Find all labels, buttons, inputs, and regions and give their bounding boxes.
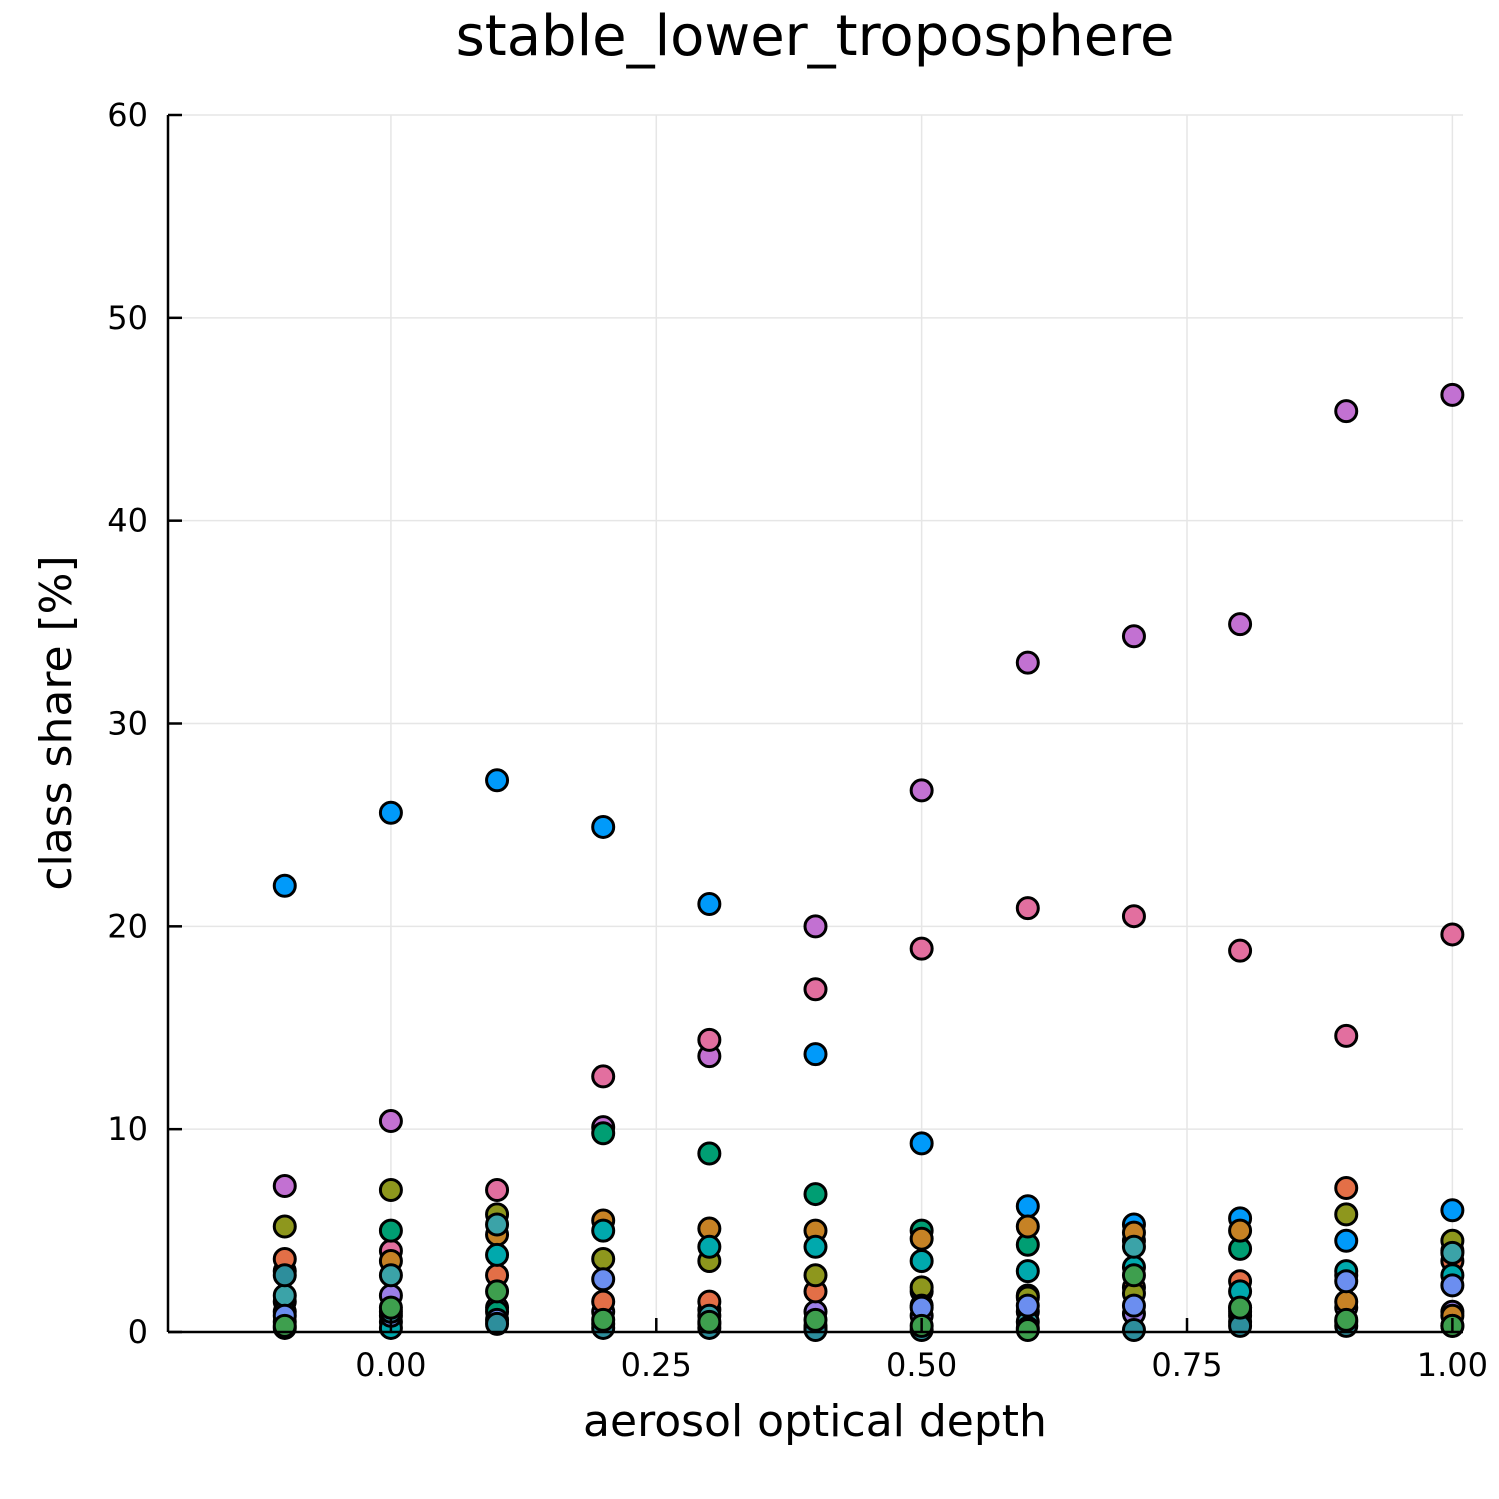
data-points (272, 382, 1465, 1342)
data-point (803, 1234, 828, 1259)
tick-labels: 0.00 0.25 0.50 0.75 1.00 0 10 20 30 40 50 60 (107, 96, 1488, 1384)
data-point (1121, 904, 1146, 929)
x-tick-label: 1.00 (1417, 1346, 1488, 1384)
data-point (1015, 1317, 1040, 1342)
data-point (1121, 1317, 1146, 1342)
data-point (272, 1173, 297, 1198)
data-point (485, 1311, 510, 1336)
data-point (1334, 1175, 1359, 1200)
data-point (909, 1226, 934, 1251)
data-point (1121, 624, 1146, 649)
x-tick-label: 0.00 (355, 1346, 426, 1384)
data-point (272, 1263, 297, 1288)
data-point (378, 800, 403, 825)
data-point (909, 778, 934, 803)
data-point (1228, 938, 1253, 963)
data-point (909, 936, 934, 961)
data-point (1228, 1295, 1253, 1320)
data-point (378, 1109, 403, 1134)
x-tick-label: 0.50 (886, 1346, 957, 1384)
data-point (1334, 1202, 1359, 1227)
data-point (803, 1307, 828, 1332)
data-point (591, 1064, 616, 1089)
grid-lines (168, 114, 1463, 1333)
chart-title: stable_lower_troposphere (456, 4, 1175, 69)
data-point (1334, 1023, 1359, 1048)
data-point (272, 1214, 297, 1239)
data-point (591, 1218, 616, 1243)
x-tick-label: 0.25 (621, 1346, 692, 1384)
y-tick-label: 20 (107, 907, 148, 945)
data-point (1015, 1259, 1040, 1284)
data-point (803, 1263, 828, 1288)
x-tick-label: 0.75 (1151, 1346, 1222, 1384)
data-point (1015, 1293, 1040, 1318)
data-point (697, 1027, 722, 1052)
data-point (803, 914, 828, 939)
data-point (485, 1242, 510, 1267)
data-point (485, 768, 510, 793)
data-point (1015, 650, 1040, 675)
data-point (378, 1295, 403, 1320)
data-point (272, 1313, 297, 1338)
data-point (697, 1309, 722, 1334)
data-point (1440, 922, 1465, 947)
data-point (272, 1283, 297, 1308)
data-point (1228, 612, 1253, 637)
y-tick-label: 30 (107, 705, 148, 743)
data-point (1334, 399, 1359, 424)
data-point (485, 1212, 510, 1237)
data-point (1015, 1194, 1040, 1219)
data-point (1228, 1218, 1253, 1243)
data-point (485, 1279, 510, 1304)
data-point (1334, 1307, 1359, 1332)
data-point (591, 1307, 616, 1332)
data-point (1440, 1273, 1465, 1298)
data-point (1015, 896, 1040, 921)
y-axis-label: class share [%] (31, 555, 82, 890)
data-point (1121, 1293, 1146, 1318)
data-point (378, 1178, 403, 1203)
data-point (803, 1042, 828, 1067)
data-point (697, 892, 722, 917)
data-point (909, 1249, 934, 1274)
data-point (272, 873, 297, 898)
data-point (591, 1246, 616, 1271)
data-point (591, 1267, 616, 1292)
y-tick-label: 0 (128, 1313, 148, 1351)
data-point (1440, 382, 1465, 407)
data-point (378, 1218, 403, 1243)
data-point (591, 814, 616, 839)
data-point (803, 1182, 828, 1207)
data-point (591, 1121, 616, 1146)
y-tick-label: 50 (107, 299, 148, 337)
data-point (697, 1141, 722, 1166)
data-point (1440, 1198, 1465, 1223)
data-point (1121, 1263, 1146, 1288)
data-point (485, 1178, 510, 1203)
y-tick-label: 60 (107, 96, 148, 134)
data-point (378, 1263, 403, 1288)
data-point (1440, 1240, 1465, 1265)
x-axis-label: aerosol optical depth (583, 1396, 1047, 1447)
data-point (1015, 1214, 1040, 1239)
y-tick-label: 40 (107, 502, 148, 540)
data-point (1121, 1234, 1146, 1259)
data-point (1334, 1269, 1359, 1294)
data-point (1334, 1228, 1359, 1253)
y-tick-label: 10 (107, 1110, 148, 1148)
data-point (803, 977, 828, 1002)
data-point (909, 1131, 934, 1156)
data-point (697, 1234, 722, 1259)
